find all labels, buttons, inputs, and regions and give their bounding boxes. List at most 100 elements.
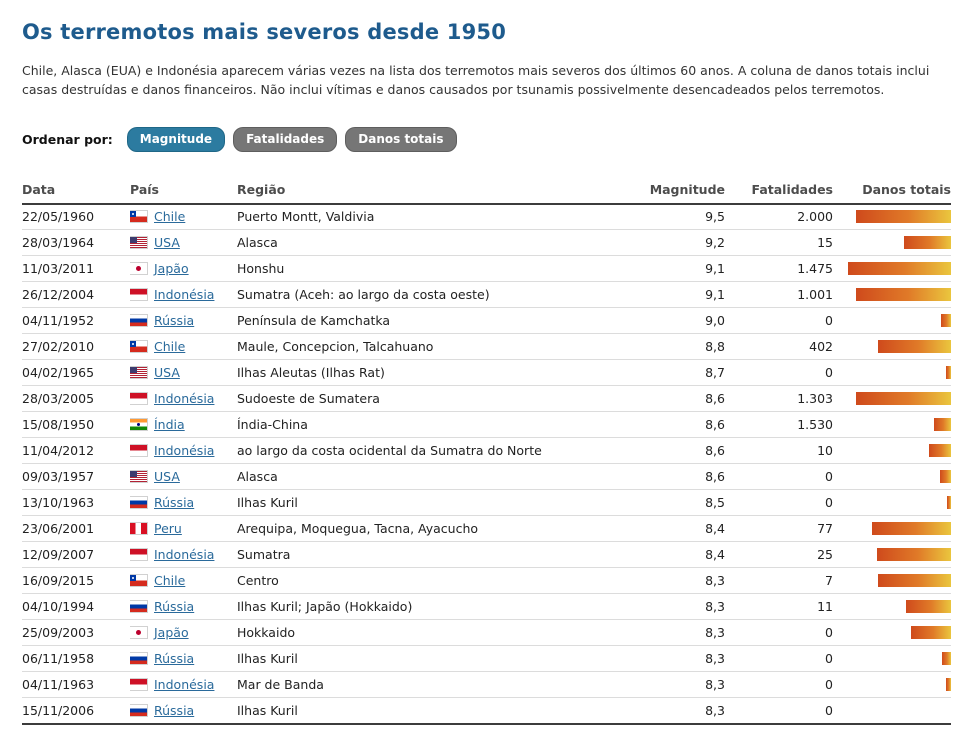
country-cell: Indonésia: [130, 671, 237, 698]
region-cell: Sudoeste de Sumatera: [237, 385, 640, 412]
damage-bar-track: [848, 600, 951, 613]
damage-bar: [856, 210, 951, 224]
region-cell: Arequipa, Moquegua, Tacna, Ayacucho: [237, 515, 640, 542]
date-cell: 11/03/2011: [22, 255, 130, 282]
country-link[interactable]: Indonésia: [154, 391, 215, 406]
flag-usa-icon: [130, 237, 147, 248]
country-link[interactable]: Rússia: [154, 495, 195, 510]
country-cell: Índia: [130, 411, 237, 438]
damage-bar: [856, 392, 951, 405]
country-link[interactable]: Indonésia: [154, 677, 215, 692]
sort-button-fatalidades[interactable]: Fatalidades: [233, 126, 338, 152]
sort-button-danos-totais[interactable]: Danos totais: [345, 126, 457, 152]
country-link[interactable]: Chile: [154, 209, 186, 225]
damage-bar: [848, 262, 951, 275]
country-link[interactable]: Chile: [154, 339, 186, 354]
fatalities-cell: 1.303: [725, 385, 833, 412]
country-cell: USA: [130, 229, 237, 256]
table-row: 04/11/1963 Indonésia Mar de Banda 8,3 0: [22, 671, 951, 698]
date-cell: 13/10/1963: [22, 489, 130, 516]
date-cell: 28/03/2005: [22, 385, 130, 412]
damage-bar-track: [848, 288, 951, 301]
damage-bar-track: [848, 366, 951, 379]
country-link[interactable]: Japão: [154, 261, 189, 276]
country-link[interactable]: Rússia: [154, 651, 195, 666]
region-cell: ao largo da costa ocidental da Sumatra d…: [237, 437, 640, 464]
region-cell: Ilhas Kuril: [237, 645, 640, 672]
sort-controls: Ordenar por: Magnitude Fatalidades Danos t…: [22, 126, 951, 152]
damage-cell: [833, 567, 951, 594]
damage-bar: [877, 340, 951, 353]
country-link[interactable]: Indonésia: [154, 287, 215, 302]
country-cell: Rússia: [130, 489, 237, 516]
damage-cell: [833, 203, 951, 230]
col-header-danos-totais: Danos totais: [833, 181, 951, 205]
magnitude-cell: 8,4: [640, 541, 725, 568]
damage-cell: [833, 359, 951, 386]
damage-bar: [905, 600, 951, 613]
fatalities-cell: 0: [725, 645, 833, 672]
country-link[interactable]: Rússia: [154, 599, 195, 614]
region-cell: Centro: [237, 567, 640, 594]
damage-cell: [833, 437, 951, 464]
country-link[interactable]: Rússia: [154, 702, 195, 718]
sort-button-group: Magnitude Fatalidades Danos totais: [126, 126, 465, 152]
sort-button-magnitude[interactable]: Magnitude: [126, 126, 226, 152]
country-cell: Rússia: [130, 697, 237, 725]
flag-russia-icon: [130, 653, 147, 664]
damage-cell: [833, 515, 951, 542]
date-cell: 12/09/2007: [22, 541, 130, 568]
date-cell: 22/05/1960: [22, 203, 130, 230]
country-link[interactable]: USA: [154, 365, 180, 380]
country-link[interactable]: USA: [154, 469, 180, 484]
flag-indonesia-icon: [130, 549, 147, 560]
damage-bar-track: [848, 522, 951, 535]
country-link[interactable]: USA: [154, 235, 180, 250]
date-cell: 04/02/1965: [22, 359, 130, 386]
damage-cell: [833, 255, 951, 282]
damage-bar-track: [848, 470, 951, 483]
damage-bar-track: [848, 444, 951, 457]
fatalities-cell: 0: [725, 697, 833, 725]
country-link[interactable]: Rússia: [154, 313, 195, 328]
date-cell: 15/11/2006: [22, 697, 130, 725]
magnitude-cell: 8,3: [640, 593, 725, 620]
fatalities-cell: 15: [725, 229, 833, 256]
table-row: 12/09/2007 Indonésia Sumatra 8,4 25: [22, 541, 951, 568]
damage-cell: [833, 281, 951, 308]
damage-bar: [940, 314, 951, 327]
damage-cell: [833, 333, 951, 360]
region-cell: Península de Kamchatka: [237, 307, 640, 334]
table-row: 26/12/2004 Indonésia Sumatra (Aceh: ao lar…: [22, 281, 951, 308]
country-cell: Indonésia: [130, 281, 237, 308]
country-link[interactable]: Chile: [154, 573, 186, 588]
country-link[interactable]: Japão: [154, 625, 189, 640]
country-link[interactable]: Indonésia: [154, 443, 215, 458]
flag-russia-icon: [130, 315, 147, 326]
damage-bar-track: [848, 704, 951, 717]
fatalities-cell: 0: [725, 619, 833, 646]
damage-bar: [933, 418, 951, 431]
country-link[interactable]: Indonésia: [154, 547, 215, 562]
col-header-regiao: Região: [237, 181, 640, 205]
flag-chile-icon: [130, 341, 147, 352]
fatalities-cell: 402: [725, 333, 833, 360]
country-link[interactable]: Peru: [154, 521, 182, 536]
damage-bar: [856, 288, 951, 301]
country-link[interactable]: Índia: [154, 417, 185, 432]
col-header-magnitude: Magnitude: [640, 181, 725, 205]
date-cell: 28/03/1964: [22, 229, 130, 256]
magnitude-cell: 9,2: [640, 229, 725, 256]
region-cell: Sumatra (Aceh: ao largo da costa oeste): [237, 281, 640, 308]
fatalities-cell: 25: [725, 541, 833, 568]
flag-chile-icon: [130, 211, 147, 223]
table-row: 27/02/2010 Chile Maule, Concepcion, Talcah…: [22, 333, 951, 360]
damage-bar-track: [848, 652, 951, 665]
region-cell: Ilhas Kuril: [237, 697, 640, 725]
magnitude-cell: 8,5: [640, 489, 725, 516]
flag-russia-icon: [130, 497, 147, 508]
country-cell: Peru: [130, 515, 237, 542]
damage-bar-track: [848, 262, 951, 275]
magnitude-cell: 8,6: [640, 463, 725, 490]
region-cell: Hokkaido: [237, 619, 640, 646]
